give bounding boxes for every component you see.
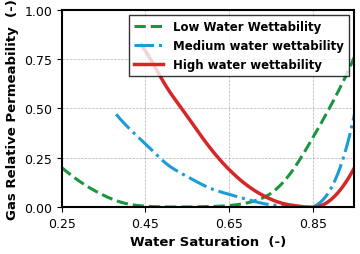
Medium water wettability: [294, 206, 298, 209]
Low Water Wettability: [234, 203, 238, 207]
Medium water wettability: [331, 183, 335, 186]
High water wettability: [270, 198, 274, 201]
Line: Low Water Wettability: Low Water Wettability: [62, 58, 355, 207]
High water wettability: [266, 197, 270, 200]
Legend: Low Water Wettability, Medium water wettability, High water wettability: Low Water Wettability, Medium water wett…: [129, 17, 348, 76]
Medium water wettability: [352, 113, 357, 116]
High water wettability: [352, 166, 357, 169]
X-axis label: Water Saturation  (-): Water Saturation (-): [130, 235, 286, 248]
Line: High water wettability: High water wettability: [141, 46, 355, 207]
Low Water Wettability: [326, 110, 330, 113]
Line: Medium water wettability: Medium water wettability: [116, 115, 355, 207]
Medium water wettability: [115, 114, 119, 117]
Low Water Wettability: [235, 203, 239, 207]
Medium water wettability: [114, 113, 118, 116]
High water wettability: [139, 44, 143, 47]
High water wettability: [305, 206, 309, 209]
Medium water wettability: [255, 201, 260, 204]
Low Water Wettability: [352, 56, 357, 59]
Y-axis label: Gas Relative Permeability  (-): Gas Relative Permeability (-): [5, 0, 19, 219]
Low Water Wettability: [60, 167, 65, 170]
Medium water wettability: [316, 203, 320, 206]
High water wettability: [333, 194, 337, 197]
Low Water Wettability: [174, 206, 179, 209]
High water wettability: [140, 45, 144, 49]
Low Water Wettability: [307, 142, 312, 146]
Medium water wettability: [256, 201, 260, 204]
High water wettability: [319, 204, 324, 207]
Medium water wettability: [260, 202, 264, 205]
High water wettability: [265, 196, 270, 199]
Low Water Wettability: [240, 203, 244, 206]
Low Water Wettability: [60, 166, 64, 169]
